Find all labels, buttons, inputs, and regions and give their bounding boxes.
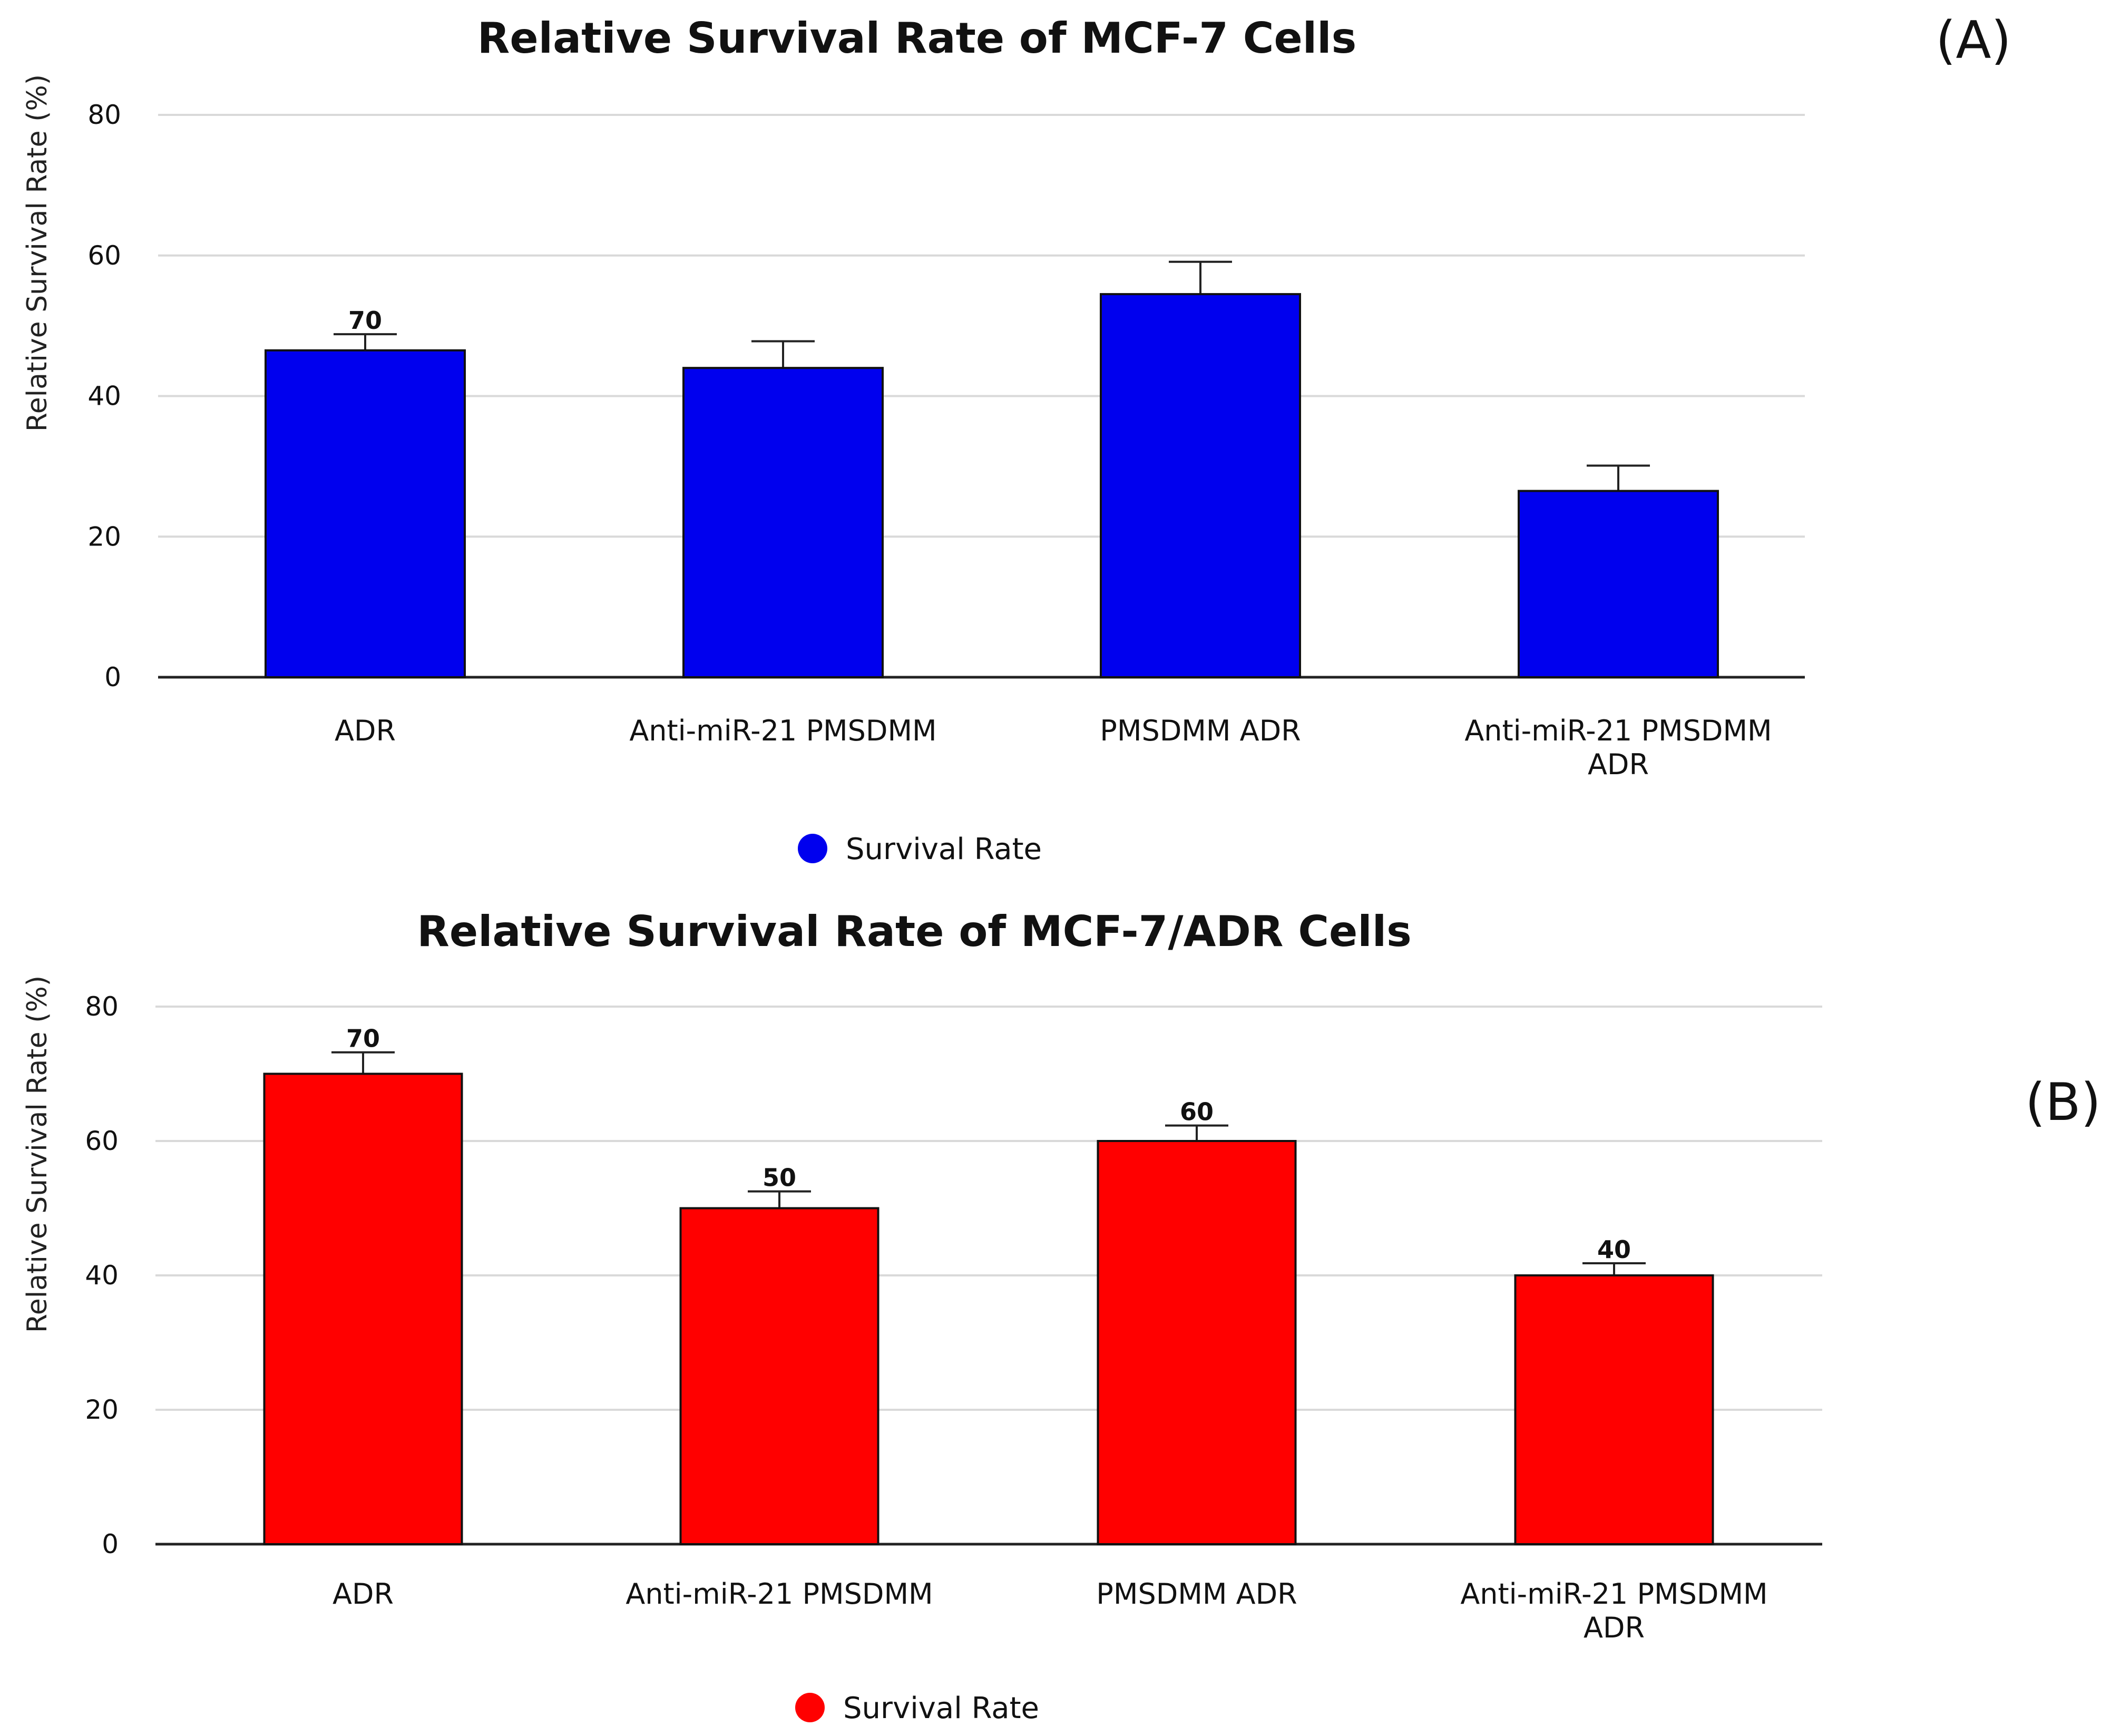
chart-b-bar xyxy=(263,1072,463,1545)
chart-a-y-ticks: 0 20 40 60 80 xyxy=(87,100,121,693)
chart-b-data-label: 70 xyxy=(346,1025,380,1053)
chart-a-bar xyxy=(682,367,884,678)
chart-b-data-label: 40 xyxy=(1597,1235,1631,1264)
panel-label-b: (B) xyxy=(2025,1072,2101,1133)
chart-a-bars: 70 xyxy=(265,260,1719,679)
chart-b-y-tick-label: 60 xyxy=(85,1126,119,1156)
chart-a-bar xyxy=(1518,490,1719,679)
panel-label-a: (A) xyxy=(1936,11,2011,71)
chart-a: Relative Survival Rate of MCF-7 Cells (A… xyxy=(22,11,2011,866)
chart-a-y-tick-label: 0 xyxy=(104,662,121,693)
chart-a-data-label: 70 xyxy=(348,306,382,335)
chart-a-x-tick-label: ADR xyxy=(1588,748,1649,781)
chart-a-legend-marker xyxy=(798,834,827,863)
chart-a-x-ticks: ADR Anti-miR-21 PMSDMM PMSDMM ADR Anti-miR-… xyxy=(335,714,1772,781)
chart-a-y-tick-label: 80 xyxy=(87,100,121,130)
chart-b: Relative Survival Rate of MCF-7/ADR Cell… xyxy=(22,907,2101,1725)
chart-b-legend: Survival Rate xyxy=(795,1691,1039,1725)
chart-b-data-label: 60 xyxy=(1180,1098,1214,1126)
chart-a-x-tick-label: ADR xyxy=(335,714,396,747)
chart-b-legend-marker xyxy=(795,1693,825,1722)
chart-b-x-tick-label: Anti-miR-21 PMSDMM xyxy=(1460,1577,1767,1611)
chart-b-y-tick-label: 40 xyxy=(85,1260,119,1291)
chart-b-y-axis-label: Relative Survival Rate (%) xyxy=(22,976,53,1333)
chart-a-bar xyxy=(1100,293,1301,678)
chart-b-title: Relative Survival Rate of MCF-7/ADR Cell… xyxy=(417,907,1412,956)
chart-b-bar xyxy=(679,1207,879,1545)
chart-b-y-ticks: 0 20 40 60 80 xyxy=(85,991,119,1559)
chart-a-y-tick-label: 60 xyxy=(87,240,121,271)
chart-a-x-tick-label: Anti-miR-21 PMSDMM xyxy=(1464,714,1772,747)
chart-b-legend-label: Survival Rate xyxy=(843,1691,1039,1725)
chart-b-data-label: 50 xyxy=(763,1164,796,1192)
chart-a-title: Relative Survival Rate of MCF-7 Cells xyxy=(477,14,1356,63)
chart-a-legend: Survival Rate xyxy=(798,832,1042,866)
chart-b-y-tick-label: 0 xyxy=(102,1529,119,1559)
chart-b-bars: 70 50 60 40 xyxy=(263,1025,1714,1545)
chart-a-x-tick-label: PMSDMM ADR xyxy=(1100,714,1301,747)
chart-b-y-tick-label: 80 xyxy=(85,991,119,1022)
chart-a-y-axis-label: Relative Survival Rate (%) xyxy=(22,74,53,432)
chart-b-x-ticks: ADR Anti-miR-21 PMSDMM PMSDMM ADR Anti-miR-… xyxy=(333,1577,1768,1644)
chart-a-bar xyxy=(265,349,466,678)
chart-b-x-tick-label: PMSDMM ADR xyxy=(1096,1577,1297,1611)
chart-b-bar xyxy=(1514,1274,1714,1545)
chart-a-x-tick-label: Anti-miR-21 PMSDMM xyxy=(629,714,936,747)
chart-b-y-tick-label: 20 xyxy=(85,1394,119,1425)
chart-b-x-tick-label: ADR xyxy=(333,1577,394,1611)
chart-b-x-tick-label: ADR xyxy=(1584,1611,1645,1644)
chart-b-x-tick-label: Anti-miR-21 PMSDMM xyxy=(626,1577,933,1611)
chart-b-bar xyxy=(1097,1140,1297,1545)
chart-a-y-tick-label: 40 xyxy=(87,381,121,412)
chart-a-legend-label: Survival Rate xyxy=(846,832,1042,866)
chart-a-y-tick-label: 20 xyxy=(87,521,121,552)
